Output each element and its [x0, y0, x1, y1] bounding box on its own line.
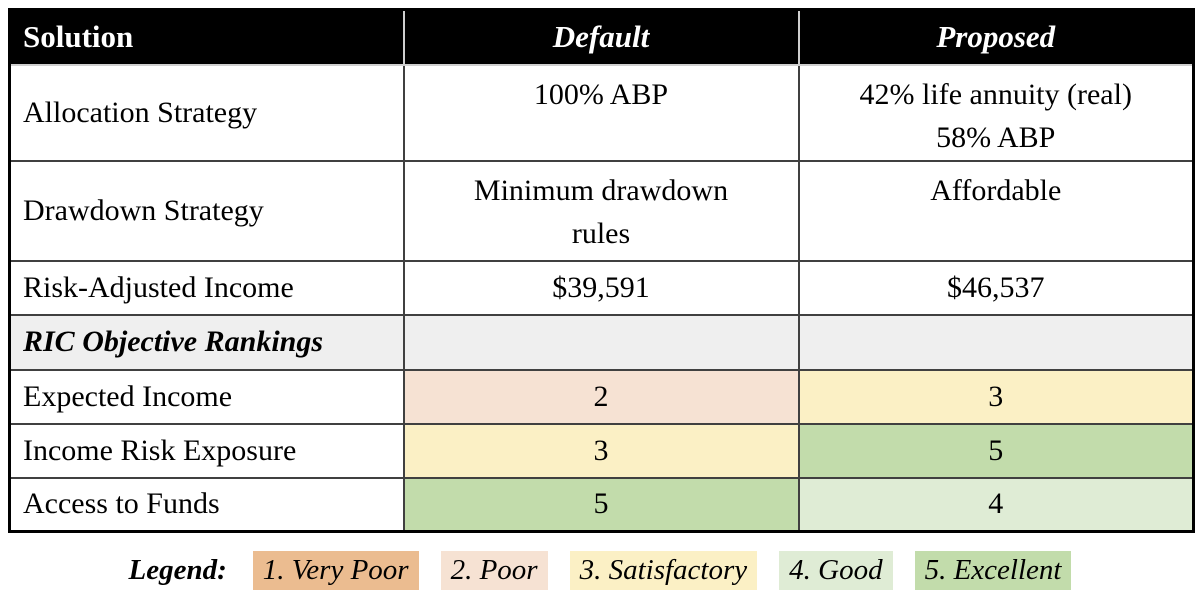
section-label: RIC Objective Rankings [8, 313, 405, 371]
income-risk-default-rank: 3 [402, 422, 800, 479]
legend: Legend: 1. Very Poor 2. Poor 3. Satisfac… [8, 548, 1192, 592]
allocation-default-value: 100% ABP [402, 63, 800, 162]
header-proposed: Proposed [797, 8, 1195, 66]
legend-chip-good: 4. Good [779, 550, 893, 590]
row-access-to-funds: Access to Funds 5 4 [8, 476, 1195, 533]
drawdown-proposed-value: Affordable [797, 159, 1195, 262]
table-header-row: Solution Default Proposed [8, 8, 1195, 66]
row-label: Allocation Strategy [8, 63, 405, 162]
row-label: Income Risk Exposure [8, 422, 405, 479]
access-funds-proposed-rank: 4 [797, 476, 1195, 533]
row-label: Expected Income [8, 368, 405, 425]
row-label: Access to Funds [8, 476, 405, 533]
section-empty-cell [797, 313, 1195, 371]
header-solution: Solution [8, 8, 405, 66]
row-label: Drawdown Strategy [8, 159, 405, 262]
row-ric-objective-rankings: RIC Objective Rankings [8, 313, 1195, 371]
risk-income-proposed-value: $46,537 [797, 259, 1195, 316]
risk-income-default-value: $39,591 [402, 259, 800, 316]
row-label: Risk-Adjusted Income [8, 259, 405, 316]
legend-chip-poor: 2. Poor [440, 550, 548, 590]
expected-income-default-rank: 2 [402, 368, 800, 425]
row-risk-adjusted-income: Risk-Adjusted Income $39,591 $46,537 [8, 259, 1195, 316]
section-empty-cell [402, 313, 800, 371]
legend-chip-very-poor: 1. Very Poor [252, 550, 419, 590]
allocation-proposed-value: 42% life annuity (real) 58% ABP [797, 63, 1195, 162]
row-drawdown-strategy: Drawdown Strategy Minimum drawdown rules… [8, 159, 1195, 262]
legend-title: Legend: [128, 553, 227, 586]
income-risk-proposed-rank: 5 [797, 422, 1195, 479]
row-allocation-strategy: Allocation Strategy 100% ABP 42% life an… [8, 63, 1195, 162]
solution-comparison-table: Solution Default Proposed Allocation Str… [8, 8, 1195, 533]
access-funds-default-rank: 5 [402, 476, 800, 533]
legend-chip-satisfactory: 3. Satisfactory [569, 550, 758, 590]
row-expected-income: Expected Income 2 3 [8, 368, 1195, 425]
legend-chip-excellent: 5. Excellent [914, 550, 1072, 590]
row-income-risk-exposure: Income Risk Exposure 3 5 [8, 422, 1195, 479]
header-default: Default [402, 8, 800, 66]
page: Solution Default Proposed Allocation Str… [8, 8, 1195, 592]
expected-income-proposed-rank: 3 [797, 368, 1195, 425]
drawdown-default-value: Minimum drawdown rules [402, 159, 800, 262]
